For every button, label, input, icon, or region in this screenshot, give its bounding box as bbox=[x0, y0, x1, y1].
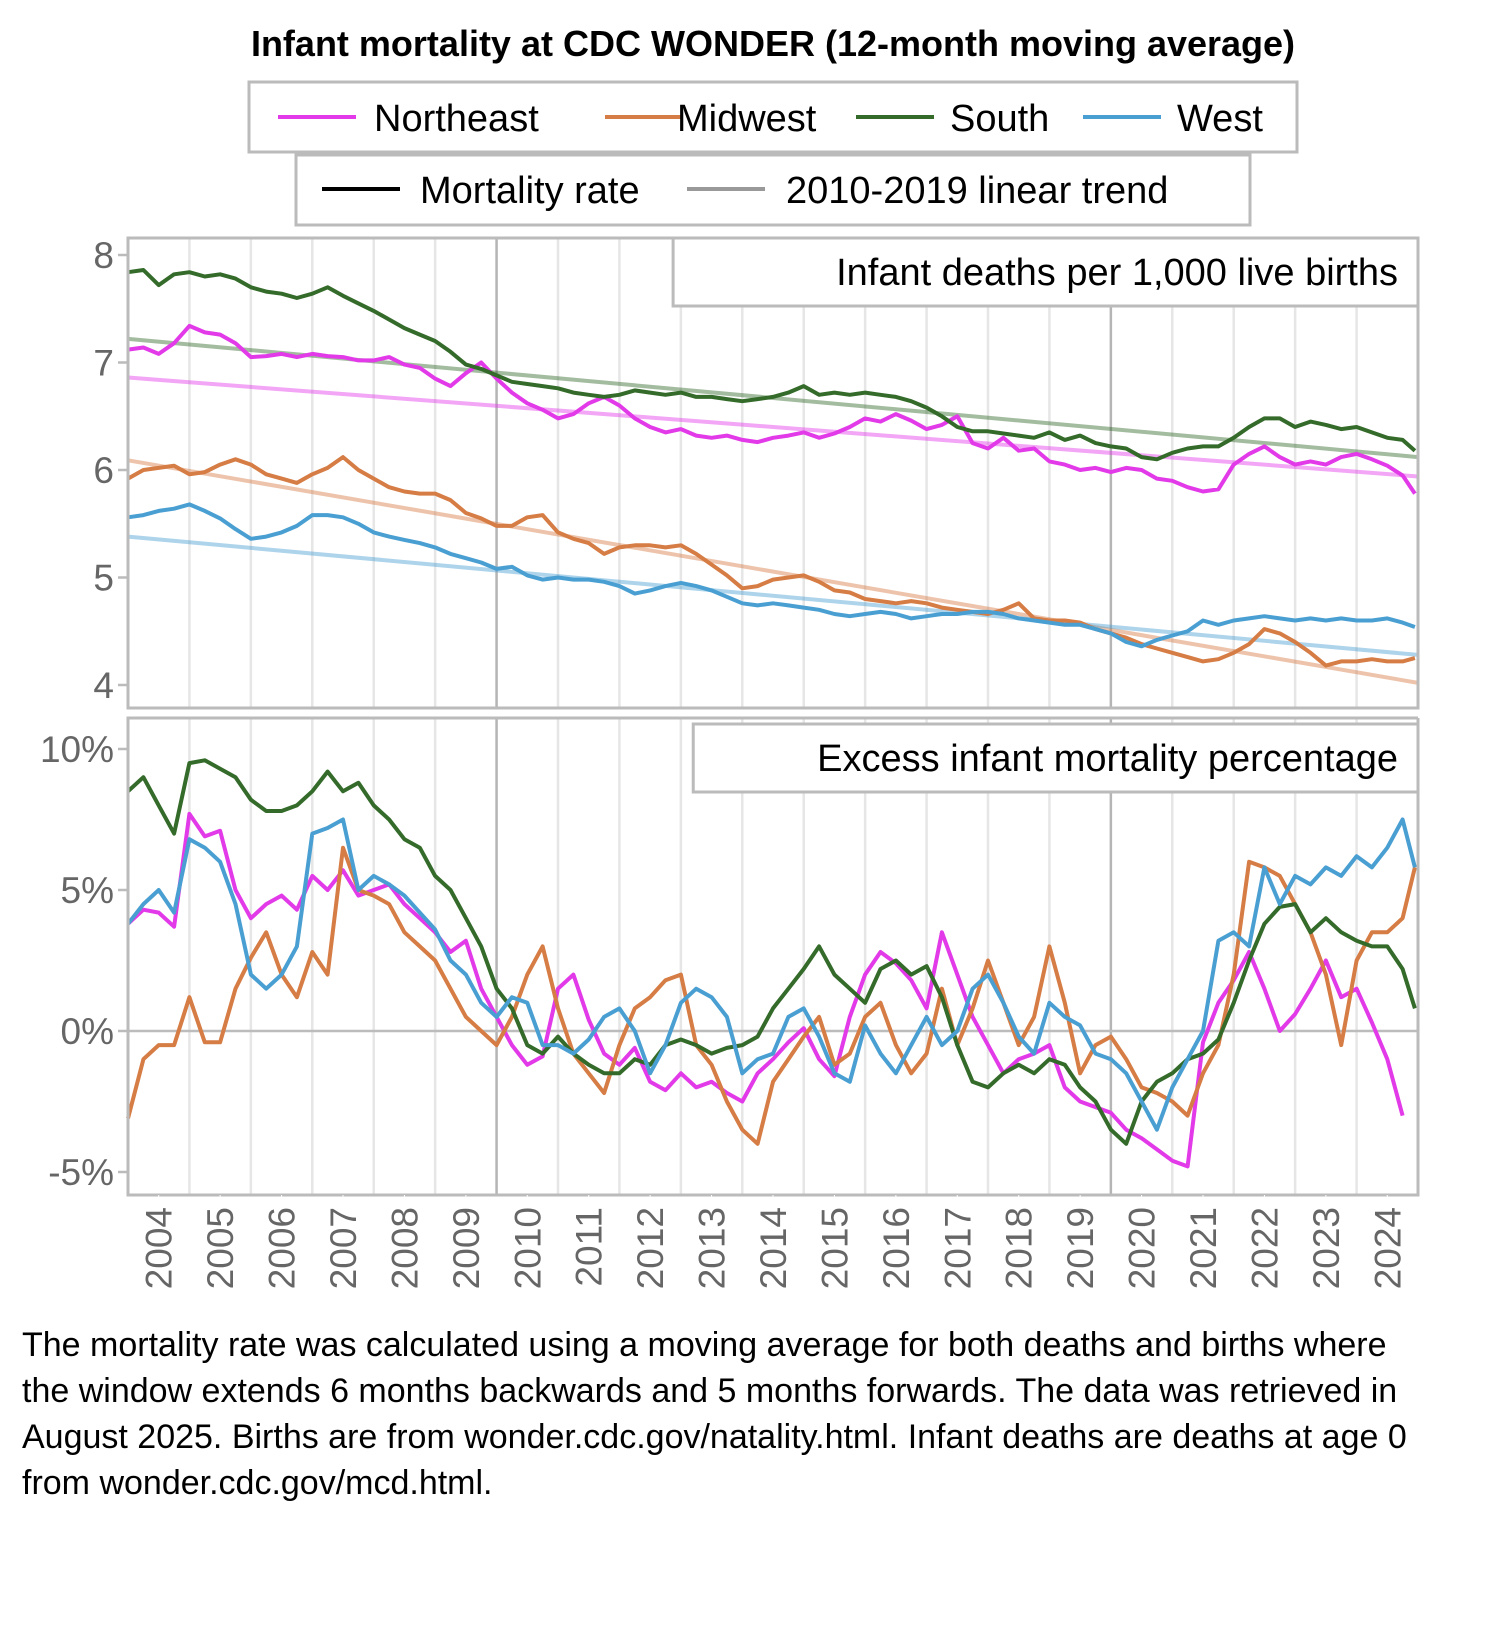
panel-frame bbox=[126, 236, 1420, 710]
x-tick-label: 2005 bbox=[200, 1207, 241, 1289]
y-tick-label: 7 bbox=[93, 343, 114, 384]
y-tick-label: -5% bbox=[48, 1152, 114, 1193]
y-tick-label: 0% bbox=[61, 1011, 114, 1052]
series-line-west bbox=[127, 502, 1416, 649]
x-tick-label: 2006 bbox=[262, 1207, 303, 1289]
series-line-northeast bbox=[127, 323, 1417, 495]
legend-label-west: West bbox=[1177, 98, 1263, 140]
y-tick-label: 10% bbox=[40, 729, 114, 770]
legend-label-midwest: Midwest bbox=[677, 98, 817, 140]
x-tick-label: 2016 bbox=[876, 1207, 917, 1289]
legend-types-box bbox=[294, 153, 1252, 227]
x-tick-label: 2007 bbox=[323, 1207, 364, 1289]
x-tick-label: 2023 bbox=[1306, 1207, 1347, 1289]
series-line-midwest bbox=[127, 455, 1416, 668]
series-line-south bbox=[127, 268, 1417, 462]
panel-title-box bbox=[691, 722, 1420, 794]
x-axis: 2004 2005 2006 2007 2008 2009 2010 2011 2012 2013… bbox=[139, 1195, 1408, 1289]
x-tick-label: 2017 bbox=[937, 1207, 978, 1289]
x-tick-label: 2011 bbox=[569, 1207, 610, 1287]
x-tick-label: 2015 bbox=[814, 1207, 855, 1289]
trend-line-west bbox=[127, 534, 1419, 657]
x-tick-label: 2019 bbox=[1060, 1207, 1101, 1289]
chart-title: Infant mortality at CDC WONDER (12-month… bbox=[251, 23, 1295, 64]
x-tick-label: 2014 bbox=[753, 1207, 794, 1289]
x-tick-label: 2012 bbox=[630, 1207, 671, 1289]
panel-title: Excess infant mortality percentage bbox=[817, 738, 1398, 780]
x-tick-label: 2013 bbox=[692, 1207, 733, 1289]
x-tick-label: 2024 bbox=[1367, 1207, 1408, 1289]
legend-label-linear-trend: 2010-2019 linear trend bbox=[786, 170, 1168, 212]
panel-rate: 4 5 6 7 8 Infant deaths per 1,000 live births bbox=[93, 235, 1420, 710]
y-tick-label: 6 bbox=[93, 450, 114, 491]
x-tick-label: 2022 bbox=[1244, 1207, 1285, 1289]
series-line-west bbox=[126, 817, 1417, 1132]
x-tick-label: 2018 bbox=[999, 1207, 1040, 1289]
y-tick-label: 5% bbox=[61, 870, 114, 911]
panel-frame bbox=[126, 716, 1420, 1197]
x-tick-label: 2021 bbox=[1183, 1207, 1224, 1289]
x-tick-label: 2008 bbox=[384, 1207, 425, 1289]
legend-label-mortality-rate: Mortality rate bbox=[420, 170, 640, 212]
legend-label-south: South bbox=[950, 98, 1049, 140]
x-tick-label: 2020 bbox=[1122, 1207, 1163, 1289]
trend-line-midwest bbox=[127, 458, 1419, 685]
y-tick-label: 8 bbox=[93, 235, 114, 276]
legend: Northeast Midwest South West Mortality rate 2… bbox=[247, 80, 1299, 227]
y-tick-label: 4 bbox=[93, 665, 114, 706]
panels: 4 5 6 7 8 Infant deaths per 1,000 live births… bbox=[40, 235, 1420, 1197]
series-line-midwest bbox=[126, 845, 1417, 1146]
x-tick-label: 2004 bbox=[139, 1207, 180, 1289]
trend-line-northeast bbox=[127, 375, 1419, 479]
panel-title-box bbox=[671, 236, 1420, 308]
x-tick-label: 2009 bbox=[446, 1207, 487, 1289]
x-tick-label: 2010 bbox=[507, 1207, 548, 1289]
panel-excess: -5% 0% 5% 10% Excess infant mortality percen… bbox=[40, 716, 1420, 1197]
series-line-south bbox=[126, 758, 1417, 1146]
panel-title: Infant deaths per 1,000 live births bbox=[836, 252, 1398, 294]
chart: Infant mortality at CDC WONDER (12-month… bbox=[40, 23, 1420, 1289]
y-tick-label: 5 bbox=[93, 558, 114, 599]
chart-caption: The mortality rate was calculated using … bbox=[22, 1326, 1407, 1502]
legend-label-northeast: Northeast bbox=[374, 98, 539, 140]
